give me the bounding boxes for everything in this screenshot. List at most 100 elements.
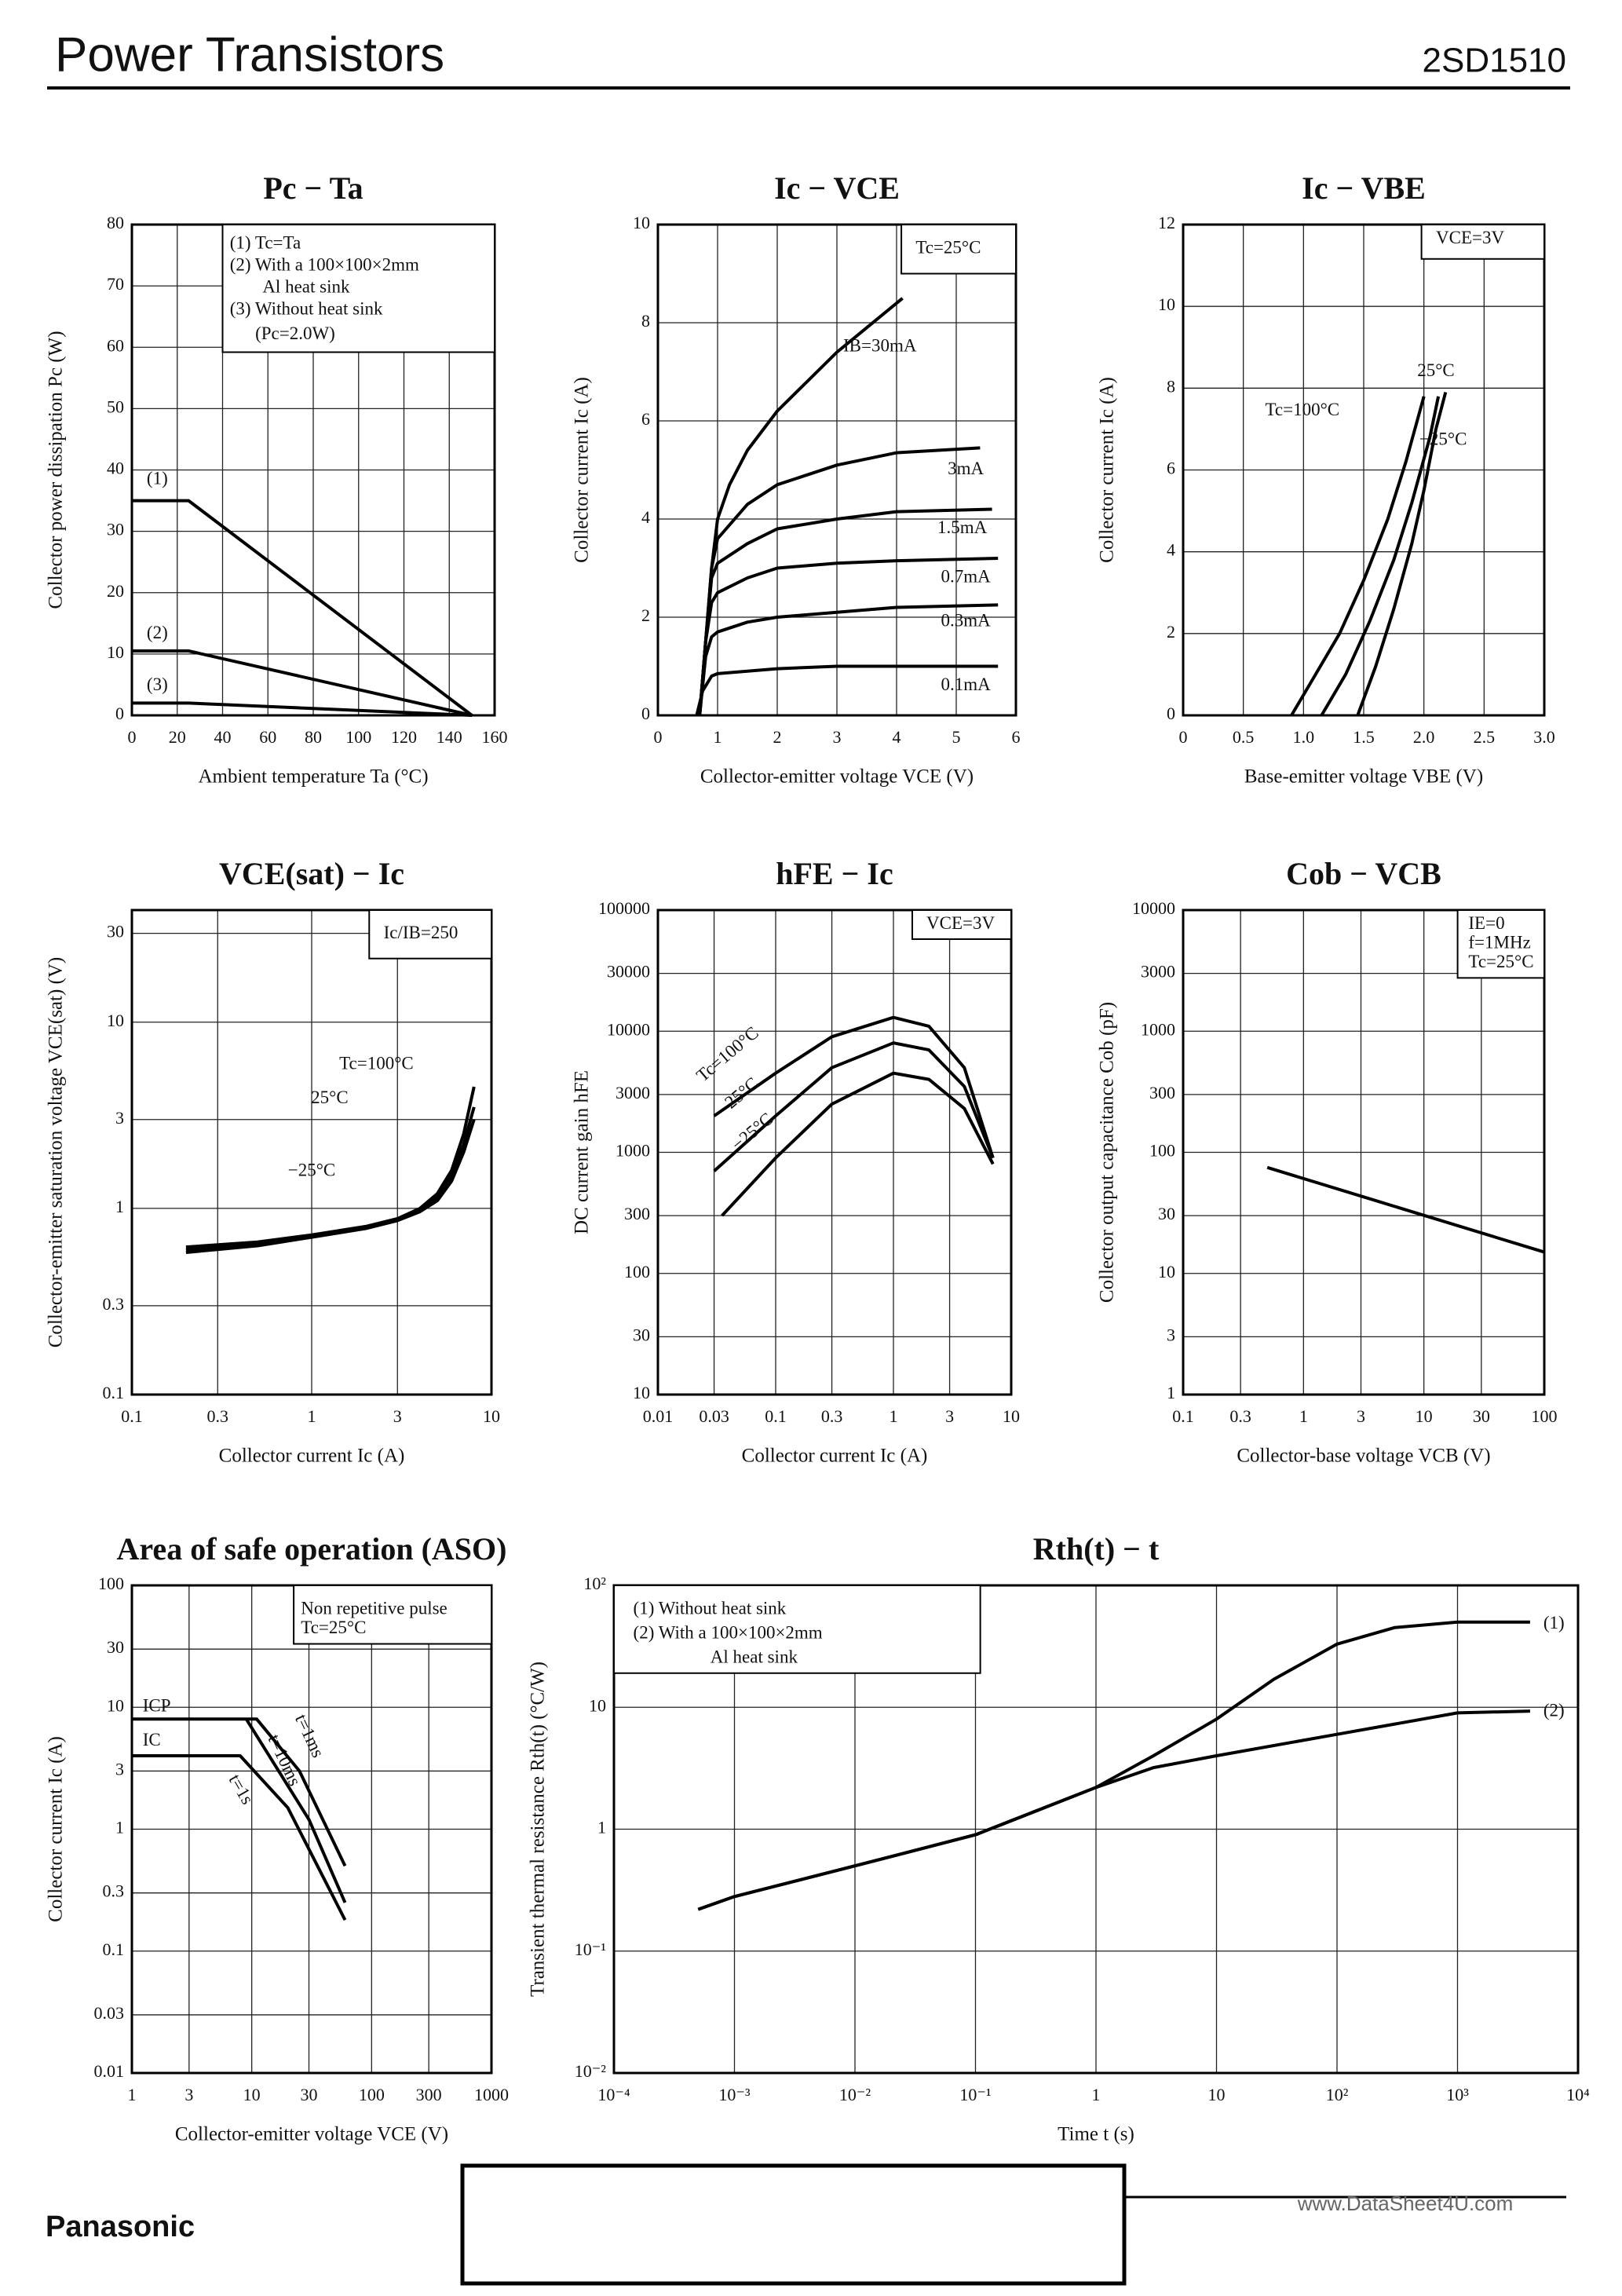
- x-tick-label: 100: [345, 727, 371, 747]
- annotation: Tc=25°C: [301, 1618, 366, 1637]
- x-tick-label: 300: [416, 2085, 442, 2104]
- curve: [132, 499, 473, 717]
- y-tick-label: 0.1: [103, 1383, 125, 1402]
- annotation: Al heat sink: [711, 1647, 798, 1666]
- annotation: VCE=3V: [926, 913, 995, 933]
- y-tick-label: 0.01: [94, 2061, 125, 2081]
- plot-frame: [656, 223, 1017, 717]
- y-tick-label: 10: [633, 1383, 650, 1402]
- y-tick-label: 8: [641, 311, 650, 331]
- annotation: (3) Without heat sink: [230, 299, 383, 319]
- y-axis-label: Collector-emitter saturation voltage VCE…: [46, 957, 67, 1348]
- annotation: IC: [143, 1730, 161, 1749]
- chart-title: Area of safe operation (ASO): [117, 1531, 507, 1567]
- chart-title: hFE − Ic: [776, 856, 893, 891]
- y-tick-label: 1: [1167, 1383, 1175, 1402]
- x-tick-label: 1: [1092, 2085, 1101, 2104]
- curve: [713, 1041, 995, 1172]
- y-tick-label: 100000: [598, 898, 650, 918]
- x-tick-label: 1.0: [1293, 727, 1315, 747]
- x-tick-label: 30: [301, 2085, 318, 2104]
- y-tick-label: 10⁻¹: [575, 1940, 606, 1959]
- x-tick-label: 5: [952, 727, 961, 747]
- x-tick-label: 3: [1357, 1406, 1365, 1426]
- y-tick-label: 3: [1167, 1325, 1175, 1344]
- series-label: 0.3mA: [941, 611, 992, 631]
- x-tick-label: 100: [359, 2085, 385, 2104]
- y-axis-label: DC current gain hFE: [572, 1070, 593, 1234]
- curve: [713, 1015, 995, 1159]
- curve: [132, 701, 473, 717]
- chart-title: Rth(t) − t: [1033, 1531, 1160, 1567]
- x-tick-label: 2.5: [1474, 727, 1496, 747]
- series-label: Tc=100°C: [1265, 400, 1339, 419]
- series-label: (2): [147, 623, 168, 642]
- y-tick-label: 1: [115, 1818, 124, 1837]
- y-tick-label: 80: [107, 213, 124, 232]
- y-tick-label: 10: [107, 642, 124, 662]
- y-tick-label: 12: [1158, 213, 1175, 232]
- x-tick-label: 3: [393, 1406, 402, 1426]
- x-tick-label: 1: [890, 1406, 898, 1426]
- x-tick-label: 10⁻³: [718, 2085, 751, 2104]
- series-label: 0.1mA: [941, 675, 992, 694]
- series-label: Tc=100°C: [339, 1054, 414, 1073]
- series-label: −25°C: [288, 1160, 336, 1179]
- x-tick-label: 0.5: [1233, 727, 1255, 747]
- annotation: ICP: [143, 1696, 171, 1716]
- x-tick-label: 10: [1416, 1406, 1433, 1426]
- x-tick-label: 10⁻⁴: [597, 2085, 630, 2104]
- x-tick-label: 1: [128, 2085, 137, 2104]
- footer-box: [460, 2163, 1127, 2286]
- x-tick-label: 3: [833, 727, 842, 747]
- y-tick-label: 100: [624, 1262, 650, 1281]
- x-tick-label: 0.1: [1172, 1406, 1194, 1426]
- x-tick-label: 0.1: [765, 1406, 787, 1426]
- y-tick-label: 100: [1149, 1141, 1175, 1161]
- y-axis-label: Collector current Ic (A): [1097, 377, 1118, 563]
- y-axis-label: Collector current Ic (A): [572, 377, 593, 563]
- series-label: 3mA: [948, 459, 984, 478]
- x-tick-label: 120: [391, 727, 417, 747]
- annotation-box: [293, 1585, 492, 1645]
- curve: [1356, 391, 1448, 716]
- annotation: f=1MHz: [1468, 932, 1530, 952]
- annotation-box: [221, 224, 495, 353]
- x-axis-label: Collector current Ic (A): [219, 1446, 405, 1467]
- y-tick-label: 0.03: [94, 2003, 125, 2023]
- x-tick-label: 0.3: [1229, 1406, 1251, 1426]
- y-tick-label: 3: [115, 1759, 124, 1779]
- x-tick-label: 4: [893, 727, 901, 747]
- x-tick-label: 1: [714, 727, 722, 747]
- x-tick-label: 0.01: [643, 1406, 674, 1426]
- x-axis-label: Base-emitter voltage VBE (V): [1244, 766, 1483, 788]
- series-label: (1): [147, 468, 168, 488]
- x-tick-label: 10⁴: [1566, 2085, 1590, 2104]
- annotation: (2) With a 100×100×2mm: [230, 254, 419, 274]
- y-tick-label: 0.1: [103, 1940, 125, 1959]
- curve: [132, 1717, 347, 1867]
- x-tick-label: 3: [945, 1406, 954, 1426]
- chart-title: VCE(sat) − Ic: [219, 856, 404, 891]
- annotation: Non repetitive pulse: [301, 1598, 448, 1618]
- header-title: Power Transistors: [55, 27, 444, 82]
- y-tick-label: 10²: [583, 1574, 606, 1593]
- y-tick-label: 1000: [616, 1141, 650, 1161]
- x-tick-label: 10: [1208, 2085, 1226, 2104]
- series-label: (2): [1543, 1701, 1565, 1720]
- x-tick-label: 80: [305, 727, 322, 747]
- y-tick-label: 30: [1158, 1204, 1175, 1223]
- y-tick-label: 4: [641, 507, 650, 527]
- annotation-box: [911, 909, 1012, 941]
- annotation-box: [1420, 224, 1545, 260]
- y-tick-label: 10: [107, 1011, 124, 1030]
- x-axis-label: Collector-emitter voltage VCE (V): [700, 766, 974, 788]
- annotation: (1) Without heat sink: [634, 1598, 787, 1618]
- y-tick-label: 60: [107, 335, 124, 355]
- y-tick-label: 10000: [1132, 898, 1175, 918]
- y-tick-label: 8: [1167, 376, 1175, 396]
- x-tick-label: 1.5: [1353, 727, 1375, 747]
- y-tick-label: 3: [115, 1108, 124, 1128]
- x-axis-label: Collector-base voltage VCB (V): [1237, 1446, 1490, 1467]
